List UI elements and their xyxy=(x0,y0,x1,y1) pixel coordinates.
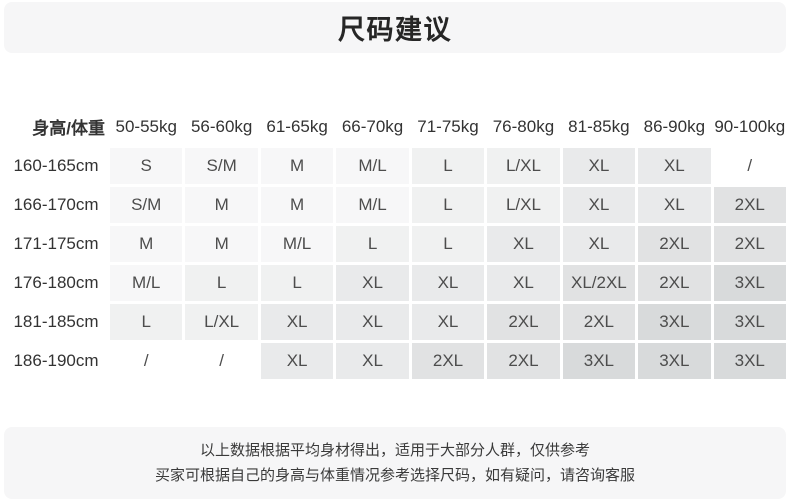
size-cell: XL xyxy=(638,187,711,223)
size-cell: XL/2XL xyxy=(562,265,636,301)
size-cell: L/XL xyxy=(487,148,560,184)
size-cell: L xyxy=(411,148,485,184)
footer-line-2: 买家可根据自己的身高与体重情况参考选择尺码，如有疑问，请咨询客服 xyxy=(154,467,635,484)
size-cell: L xyxy=(336,226,409,262)
height-row-label: 176-180cm xyxy=(5,265,107,301)
height-row-label: 186-190cm xyxy=(5,343,107,379)
page-title: 尺码建议 xyxy=(338,15,452,45)
size-cell: 3XL xyxy=(562,343,636,379)
size-cell: XL xyxy=(638,148,711,184)
weight-column-header: 56-60kg xyxy=(185,108,258,145)
title-bar: 尺码建议 xyxy=(4,2,786,53)
size-cell: XL xyxy=(411,304,485,340)
size-cell: XL xyxy=(562,187,636,223)
size-cell: XL xyxy=(336,304,409,340)
size-cell: L xyxy=(260,265,334,301)
size-cell: M xyxy=(110,226,183,262)
size-cell: M xyxy=(260,148,334,184)
height-row-label: 181-185cm xyxy=(5,304,107,340)
weight-column-header: 86-90kg xyxy=(638,108,711,145)
size-cell: 3XL xyxy=(638,343,711,379)
size-cell: M/L xyxy=(336,187,409,223)
height-row-label: 171-175cm xyxy=(5,226,107,262)
size-cell: M/L xyxy=(336,148,409,184)
size-cell: XL xyxy=(562,148,636,184)
size-cell: XL xyxy=(562,226,636,262)
size-cell: 2XL xyxy=(713,226,786,262)
size-cell: L xyxy=(411,187,485,223)
size-cell: 3XL xyxy=(638,304,711,340)
size-cell: 2XL xyxy=(638,226,711,262)
footer-line-1: 以上数据根据平均身材得出，适用于大部分人群，仅供参考 xyxy=(199,442,590,459)
size-cell: XL xyxy=(487,265,560,301)
size-cell: M/L xyxy=(110,265,183,301)
size-cell: S/M xyxy=(185,148,258,184)
weight-column-header: 76-80kg xyxy=(487,108,560,145)
size-cell: 3XL xyxy=(713,343,786,379)
table-corner-label: 身高/体重 xyxy=(5,108,107,145)
weight-column-header: 71-75kg xyxy=(411,108,485,145)
size-cell: / xyxy=(110,343,183,379)
height-row-label: 166-170cm xyxy=(5,187,107,223)
size-cell: S/M xyxy=(110,187,183,223)
size-cell: L xyxy=(411,226,485,262)
size-cell: 3XL xyxy=(713,265,786,301)
weight-column-header: 90-100kg xyxy=(713,108,786,145)
footer-note: 以上数据根据平均身材得出，适用于大部分人群，仅供参考 买家可根据自己的身高与体重… xyxy=(4,427,786,499)
size-cell: S xyxy=(110,148,183,184)
size-cell: L xyxy=(110,304,183,340)
weight-column-header: 50-55kg xyxy=(110,108,183,145)
size-cell: M xyxy=(185,226,258,262)
size-cell: 3XL xyxy=(713,304,786,340)
size-cell: M xyxy=(260,187,334,223)
size-cell: XL xyxy=(336,265,409,301)
size-cell: L/XL xyxy=(185,304,258,340)
size-cell: 2XL xyxy=(562,304,636,340)
size-cell: 2XL xyxy=(713,187,786,223)
size-cell: 2XL xyxy=(487,304,560,340)
size-cell: XL xyxy=(411,265,485,301)
size-cell: XL xyxy=(260,343,334,379)
size-cell: M xyxy=(185,187,258,223)
size-cell: L/XL xyxy=(487,187,560,223)
weight-column-header: 61-65kg xyxy=(260,108,334,145)
size-recommendation-table: 身高/体重 50-55kg 56-60kg 61-65kg 66-70kg 71-75kg… xyxy=(5,108,786,379)
height-row-label: 160-165cm xyxy=(5,148,107,184)
weight-column-header: 81-85kg xyxy=(562,108,636,145)
weight-column-header: 66-70kg xyxy=(336,108,409,145)
size-cell: XL xyxy=(336,343,409,379)
size-cell: 2XL xyxy=(638,265,711,301)
size-cell: M/L xyxy=(260,226,334,262)
size-cell: L xyxy=(185,265,258,301)
size-cell: 2XL xyxy=(411,343,485,379)
size-cell: / xyxy=(185,343,258,379)
size-cell: 2XL xyxy=(487,343,560,379)
size-cell: XL xyxy=(487,226,560,262)
size-cell: / xyxy=(713,148,786,184)
size-cell: XL xyxy=(260,304,334,340)
